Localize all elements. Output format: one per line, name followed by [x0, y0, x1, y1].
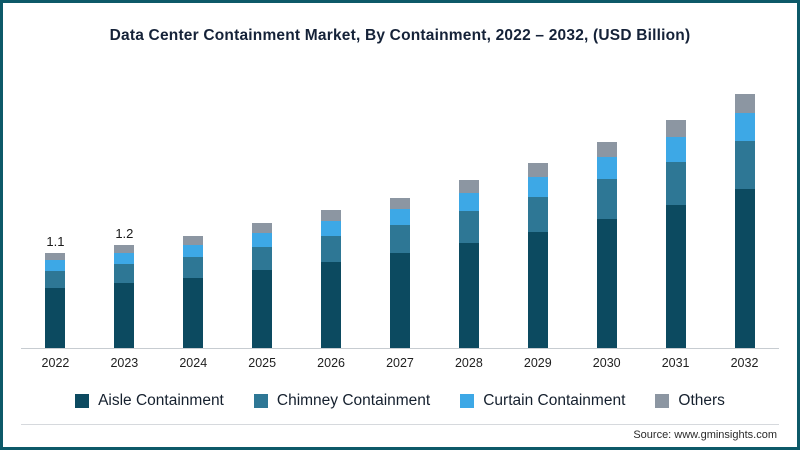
- bar-column: 1.2: [90, 226, 159, 348]
- legend-label: Chimney Containment: [276, 392, 431, 409]
- bar-segment-chimney-containment: [252, 246, 273, 270]
- bar-value-label: 1.2: [115, 225, 134, 241]
- bar-segment-chimney-containment: [527, 196, 548, 232]
- bar-segment-chimney-containment: [596, 179, 617, 219]
- bar-segment-curtain-containment: [45, 260, 66, 271]
- bar-column: [159, 217, 228, 348]
- x-axis-label: 2027: [386, 356, 414, 370]
- bar-segment-aisle-containment: [458, 243, 479, 348]
- bar-segment-aisle-containment: [527, 231, 548, 348]
- bar-segment-curtain-containment: [458, 193, 479, 212]
- bar-segment-curtain-containment: [665, 137, 686, 163]
- bars-row: 1.1 1.2: [21, 71, 779, 349]
- bar-segment-curtain-containment: [527, 176, 548, 197]
- bar-segment-others: [665, 120, 686, 138]
- bar-column: [710, 75, 779, 348]
- bar-segment-curtain-containment: [596, 157, 617, 180]
- bar-column: [572, 123, 641, 348]
- legend-item-curtain-containment: Curtain Containment: [460, 392, 625, 410]
- bar-column: [434, 161, 503, 348]
- chart-title: Data Center Containment Market, By Conta…: [109, 27, 691, 44]
- stacked-bar: [252, 223, 273, 348]
- bar-segment-aisle-containment: [45, 287, 66, 348]
- stacked-bar: [45, 253, 66, 348]
- x-axis-label: 2024: [179, 356, 208, 370]
- bar-segment-aisle-containment: [183, 277, 204, 348]
- stacked-bar: [596, 141, 617, 348]
- plot-area: 1.1 1.2 2022 2023 2024 2025 2026 2027 2028 2029 2…: [21, 71, 779, 370]
- bar-segment-aisle-containment: [114, 282, 135, 348]
- bar-value-label: 1.1: [46, 234, 65, 250]
- legend-label: Aisle Containment: [98, 392, 224, 409]
- bar-segment-others: [321, 210, 342, 221]
- bar-segment-aisle-containment: [734, 188, 755, 348]
- stacked-bar: [458, 180, 479, 348]
- bar-segment-others: [527, 163, 548, 177]
- bar-segment-curtain-containment: [183, 244, 204, 257]
- bar-segment-others: [596, 141, 617, 158]
- bar-segment-curtain-containment: [252, 232, 273, 247]
- legend-swatch: [75, 394, 90, 408]
- bar-segment-others: [252, 223, 273, 233]
- bar-segment-aisle-containment: [665, 205, 686, 348]
- bar-segment-others: [389, 197, 410, 209]
- bar-segment-chimney-containment: [458, 211, 479, 244]
- legend-item-aisle-containment: Aisle Containment: [75, 392, 224, 410]
- bar-segment-curtain-containment: [389, 208, 410, 226]
- stacked-bar: [527, 163, 548, 348]
- legend-item-chimney-containment: Chimney Containment: [253, 392, 431, 410]
- legend-item-others: Others: [655, 392, 725, 410]
- bar-segment-curtain-containment: [321, 220, 342, 237]
- bar-column: [503, 144, 572, 348]
- bar-segment-others: [183, 236, 204, 245]
- legend-swatch: [460, 394, 475, 408]
- stacked-bar: [734, 94, 755, 348]
- x-axis-label: 2030: [592, 356, 621, 370]
- legend: Aisle Containment Chimney Containment Curt…: [21, 392, 779, 410]
- x-axis-label: 2032: [730, 356, 759, 370]
- stacked-bar: [114, 244, 135, 348]
- stacked-bar: [389, 197, 410, 348]
- bar-segment-chimney-containment: [45, 270, 66, 288]
- x-axis-label: 2028: [454, 356, 483, 370]
- x-axis-label: 2023: [110, 356, 139, 370]
- bar-column: [641, 101, 710, 348]
- bar-segment-aisle-containment: [321, 262, 342, 348]
- bar-segment-chimney-containment: [114, 263, 135, 283]
- bar-segment-chimney-containment: [389, 225, 410, 254]
- bar-segment-chimney-containment: [321, 236, 342, 262]
- stacked-bar: [183, 236, 204, 348]
- bar-segment-chimney-containment: [183, 256, 204, 278]
- legend-label: Others: [678, 392, 725, 409]
- x-axis-label: 2022: [41, 356, 70, 370]
- stacked-bar: [665, 120, 686, 348]
- bar-column: 1.1: [21, 234, 90, 348]
- legend-swatch: [655, 394, 670, 408]
- x-axis-label: 2025: [248, 356, 277, 370]
- x-axis-label: 2029: [523, 356, 552, 370]
- bar-segment-aisle-containment: [389, 253, 410, 348]
- bar-column: [297, 191, 366, 348]
- bar-segment-others: [114, 244, 135, 253]
- x-axis-label: 2026: [317, 356, 345, 370]
- legend-label: Curtain Containment: [483, 392, 626, 409]
- bar-segment-chimney-containment: [665, 162, 686, 206]
- legend-swatch: [253, 394, 268, 408]
- bar-column: [228, 204, 297, 348]
- bar-column: [366, 179, 435, 348]
- x-axis-labels: 2022 2023 2024 2025 2026 2027 2028 2029 2030 2031…: [21, 349, 779, 370]
- source-attribution: Source: www.gminsights.com: [21, 424, 779, 447]
- bar-segment-others: [45, 253, 66, 261]
- bar-segment-curtain-containment: [114, 252, 135, 264]
- stacked-bar: [321, 210, 342, 348]
- bar-segment-curtain-containment: [734, 113, 755, 141]
- bar-segment-aisle-containment: [252, 269, 273, 348]
- bar-segment-aisle-containment: [596, 219, 617, 348]
- bar-segment-others: [734, 94, 755, 114]
- bar-segment-chimney-containment: [734, 140, 755, 189]
- x-axis-label: 2031: [661, 356, 690, 370]
- bar-segment-others: [458, 180, 479, 194]
